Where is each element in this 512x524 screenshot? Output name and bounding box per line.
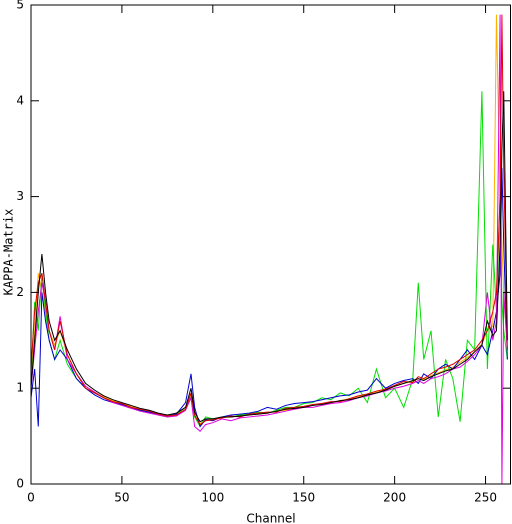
x-tick-label: 100 [201, 491, 224, 505]
y-axis-label: KAPPA-Matrix [2, 209, 16, 296]
x-tick-label: 200 [383, 491, 406, 505]
series-line [31, 14, 508, 425]
plot-lines [31, 14, 508, 484]
y-tick-label: 3 [16, 189, 24, 203]
x-tick-label: 150 [292, 491, 315, 505]
x-tick-label: 250 [474, 491, 497, 505]
series-line [31, 14, 508, 484]
y-tick-label: 1 [16, 381, 24, 395]
x-axis-label: Channel [246, 512, 295, 524]
series-line [31, 91, 508, 423]
y-tick-label: 2 [16, 285, 24, 299]
series-line [31, 167, 508, 428]
series-line [31, 91, 508, 428]
x-tick-label: 0 [27, 491, 35, 505]
series-line [31, 14, 508, 426]
plot-frame [30, 4, 511, 485]
x-tick-label: 50 [114, 491, 129, 505]
y-tick-label: 5 [16, 0, 24, 12]
y-tick-label: 4 [16, 93, 24, 107]
y-tick-label: 0 [16, 477, 24, 491]
